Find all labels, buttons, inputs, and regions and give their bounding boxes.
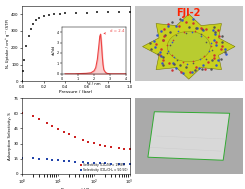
- Line: Selectivity (CO₂/N₂ = 15:85): Selectivity (CO₂/N₂ = 15:85): [21, 112, 131, 150]
- Selectivity (CO₂/CH₄ = 50:50): [63, 160, 66, 162]
- Selectivity (CO₂/CH₄ = 50:50): [21, 156, 24, 159]
- Selectivity (CO₂/N₂ = 15:85): [110, 146, 112, 148]
- Selectivity (CO₂/N₂ = 15:85): [31, 115, 34, 117]
- Selectivity (CO₂/N₂ = 15:85): [63, 131, 66, 134]
- Selectivity (CO₂/CH₄ = 50:50): [46, 158, 49, 160]
- Selectivity (CO₂/CH₄ = 50:50): [92, 162, 95, 164]
- Selectivity (CO₂/CH₄ = 50:50): [82, 161, 85, 163]
- Legend: Selectivity (CO₂/N₂ = 15:85), Selectivity (CO₂/CH₄ = 50:50): Selectivity (CO₂/N₂ = 15:85), Selectivit…: [80, 163, 128, 172]
- Selectivity (CO₂/CH₄ = 50:50): [51, 159, 54, 161]
- Selectivity (CO₂/CH₄ = 50:50): [103, 162, 106, 164]
- Selectivity (CO₂/N₂ = 15:85): [38, 118, 41, 120]
- Selectivity (CO₂/N₂ = 15:85): [117, 146, 120, 149]
- X-axis label: Pressure / (bar): Pressure / (bar): [59, 90, 92, 94]
- Line: Selectivity (CO₂/CH₄ = 50:50): Selectivity (CO₂/CH₄ = 50:50): [21, 156, 131, 165]
- Polygon shape: [148, 112, 230, 160]
- Selectivity (CO₂/CH₄ = 50:50): [56, 159, 59, 161]
- FancyBboxPatch shape: [103, 75, 245, 189]
- Y-axis label: Adsorption Selectivity, S: Adsorption Selectivity, S: [8, 112, 12, 160]
- Circle shape: [167, 31, 210, 62]
- Selectivity (CO₂/N₂ = 15:85): [21, 112, 24, 114]
- Selectivity (CO₂/N₂ = 15:85): [98, 143, 101, 146]
- Selectivity (CO₂/N₂ = 15:85): [46, 122, 49, 125]
- Selectivity (CO₂/N₂ = 15:85): [82, 138, 85, 141]
- Selectivity (CO₂/CH₄ = 50:50): [31, 157, 34, 159]
- Selectivity (CO₂/N₂ = 15:85): [74, 135, 76, 138]
- Selectivity (CO₂/CH₄ = 50:50): [67, 160, 70, 162]
- Y-axis label: N₂ Uptake / cm³ g⁻¹ (STP): N₂ Uptake / cm³ g⁻¹ (STP): [5, 19, 10, 68]
- Selectivity (CO₂/N₂ = 15:85): [103, 144, 106, 147]
- Polygon shape: [143, 14, 235, 79]
- Selectivity (CO₂/CH₄ = 50:50): [122, 163, 125, 165]
- Selectivity (CO₂/CH₄ = 50:50): [110, 163, 112, 165]
- Selectivity (CO₂/CH₄ = 50:50): [117, 163, 120, 165]
- Text: FJI-2: FJI-2: [177, 8, 201, 18]
- Selectivity (CO₂/N₂ = 15:85): [51, 125, 54, 128]
- FancyBboxPatch shape: [103, 0, 245, 104]
- Selectivity (CO₂/CH₄ = 50:50): [38, 158, 41, 160]
- Selectivity (CO₂/N₂ = 15:85): [67, 133, 70, 136]
- Selectivity (CO₂/CH₄ = 50:50): [87, 162, 90, 164]
- Selectivity (CO₂/N₂ = 15:85): [56, 128, 59, 131]
- Selectivity (CO₂/CH₄ = 50:50): [128, 163, 131, 165]
- X-axis label: Pressure / kPa: Pressure / kPa: [61, 188, 91, 189]
- Selectivity (CO₂/N₂ = 15:85): [122, 147, 125, 150]
- Selectivity (CO₂/CH₄ = 50:50): [74, 161, 76, 163]
- Selectivity (CO₂/N₂ = 15:85): [92, 141, 95, 144]
- Selectivity (CO₂/N₂ = 15:85): [128, 147, 131, 150]
- Selectivity (CO₂/N₂ = 15:85): [87, 140, 90, 143]
- Selectivity (CO₂/CH₄ = 50:50): [98, 162, 101, 164]
